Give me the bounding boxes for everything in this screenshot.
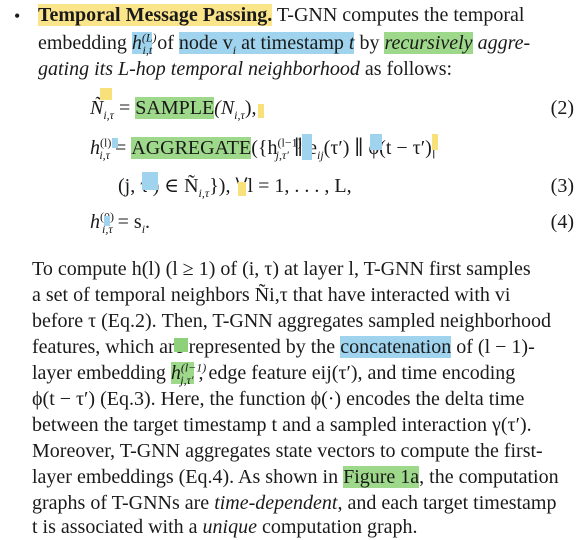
figure-ref-link[interactable]: Figure 1a	[343, 466, 420, 488]
eq2-lhs: Ñ	[90, 97, 104, 119]
aggregate-fn: AGGREGATE	[131, 137, 252, 159]
highlight-mark	[104, 216, 110, 226]
highlight-mark	[302, 134, 312, 160]
text: embedding	[38, 32, 127, 54]
para2-line5: layer embedding h(l−1)j,τ′ , edge featur…	[32, 360, 515, 386]
text: .	[145, 211, 151, 233]
eq3-number: (3)	[550, 175, 574, 197]
para2-line10: graphs of T-GNNs are time-dependent, and…	[32, 490, 556, 516]
section-title: Temporal Message Passing.	[38, 4, 273, 26]
text: of	[157, 32, 174, 54]
bullet: •	[14, 6, 21, 26]
text: gating its L-hop temporal neighborhood	[38, 58, 360, 80]
text: h	[90, 137, 100, 159]
highlight-mark	[100, 88, 112, 100]
equation-4: h(0)i,τ = si.	[90, 210, 151, 236]
text: , edge feature eij(τ′), and time encodin…	[198, 362, 516, 384]
text: , and each target timestamp	[337, 492, 557, 514]
recursively-highlight: recursively	[384, 32, 473, 54]
eq2-number: (2)	[550, 97, 574, 119]
para2-line4: features, which are represented by the c…	[32, 334, 535, 360]
para1-line2: embedding h(L)i,t of node vi at timestam…	[38, 30, 530, 56]
text: (N	[214, 97, 235, 119]
text: = s	[117, 211, 142, 233]
equation-2: Ñi,τ = SAMPLE(Ni,τ),	[90, 97, 257, 122]
para2-line1: To compute h(l) (l ≥ 1) of (i, τ) at lay…	[32, 258, 531, 280]
para1-line3: gating its L-hop temporal neighborhood a…	[38, 56, 452, 82]
para2-line3: before τ (Eq.2). Then, T-GNN aggregates …	[32, 310, 552, 332]
para2-line9: layer embeddings (Eq.4). As shown in Fig…	[32, 464, 559, 490]
equation-3: h(l)i,τ = AGGREGATE({h(l−1)j,τ′ ∥ eij(τ′…	[90, 135, 436, 162]
text: }), ∀l = 1, . . . , L,	[209, 175, 352, 197]
highlight-mark	[258, 104, 264, 118]
text: time-dependent	[214, 492, 338, 514]
text: aggre-	[477, 32, 531, 54]
highlight-mark	[142, 172, 158, 190]
text: ({h	[251, 137, 278, 159]
text: , the computation	[419, 466, 559, 488]
text: of (l − 1)-	[456, 336, 535, 358]
text: t is associated with a	[32, 516, 198, 538]
text: graphs of T-GNNs are	[32, 492, 210, 514]
text: ),	[244, 97, 257, 119]
sample-fn: SAMPLE	[135, 97, 215, 119]
highlight-mark	[174, 338, 188, 352]
node-phrase: node vi at timestamp t	[178, 32, 355, 57]
text: layer embeddings (Eq.4). As shown in	[32, 466, 339, 488]
eq4-number: (4)	[550, 211, 574, 233]
para2-line2: a set of temporal neighbors Ñi,τ that ha…	[32, 284, 511, 306]
embedding-symbol-2: h(l−1)j,τ′	[170, 360, 207, 387]
text: h	[90, 211, 100, 233]
text: T-GNN computes the temporal	[276, 4, 525, 26]
text: as follows:	[364, 58, 453, 80]
para1-line1: Temporal Message Passing. T-GNN computes…	[38, 2, 524, 28]
concatenation-highlight: concatenation	[340, 336, 452, 358]
text: layer embedding	[32, 362, 166, 384]
highlight-mark	[112, 138, 118, 148]
para2-line11: t is associated with a unique computatio…	[32, 514, 418, 540]
embedding-symbol: h(L)i,t	[131, 30, 157, 57]
highlight-mark	[432, 134, 438, 150]
para2-line7: between the target timestamp t and a sam…	[32, 414, 532, 436]
para2-line8: Moreover, T-GNN aggregates state vectors…	[32, 440, 543, 462]
text: unique	[202, 516, 257, 538]
highlight-mark	[370, 134, 382, 150]
para2-line6: ϕ(t − τ′) (Eq.3). Here, the function ϕ(·…	[32, 388, 525, 410]
highlight-mark	[238, 182, 246, 196]
text: by	[359, 32, 380, 54]
text: computation graph.	[261, 516, 418, 538]
text: (j, τ′) ∈ Ñ	[118, 175, 199, 197]
